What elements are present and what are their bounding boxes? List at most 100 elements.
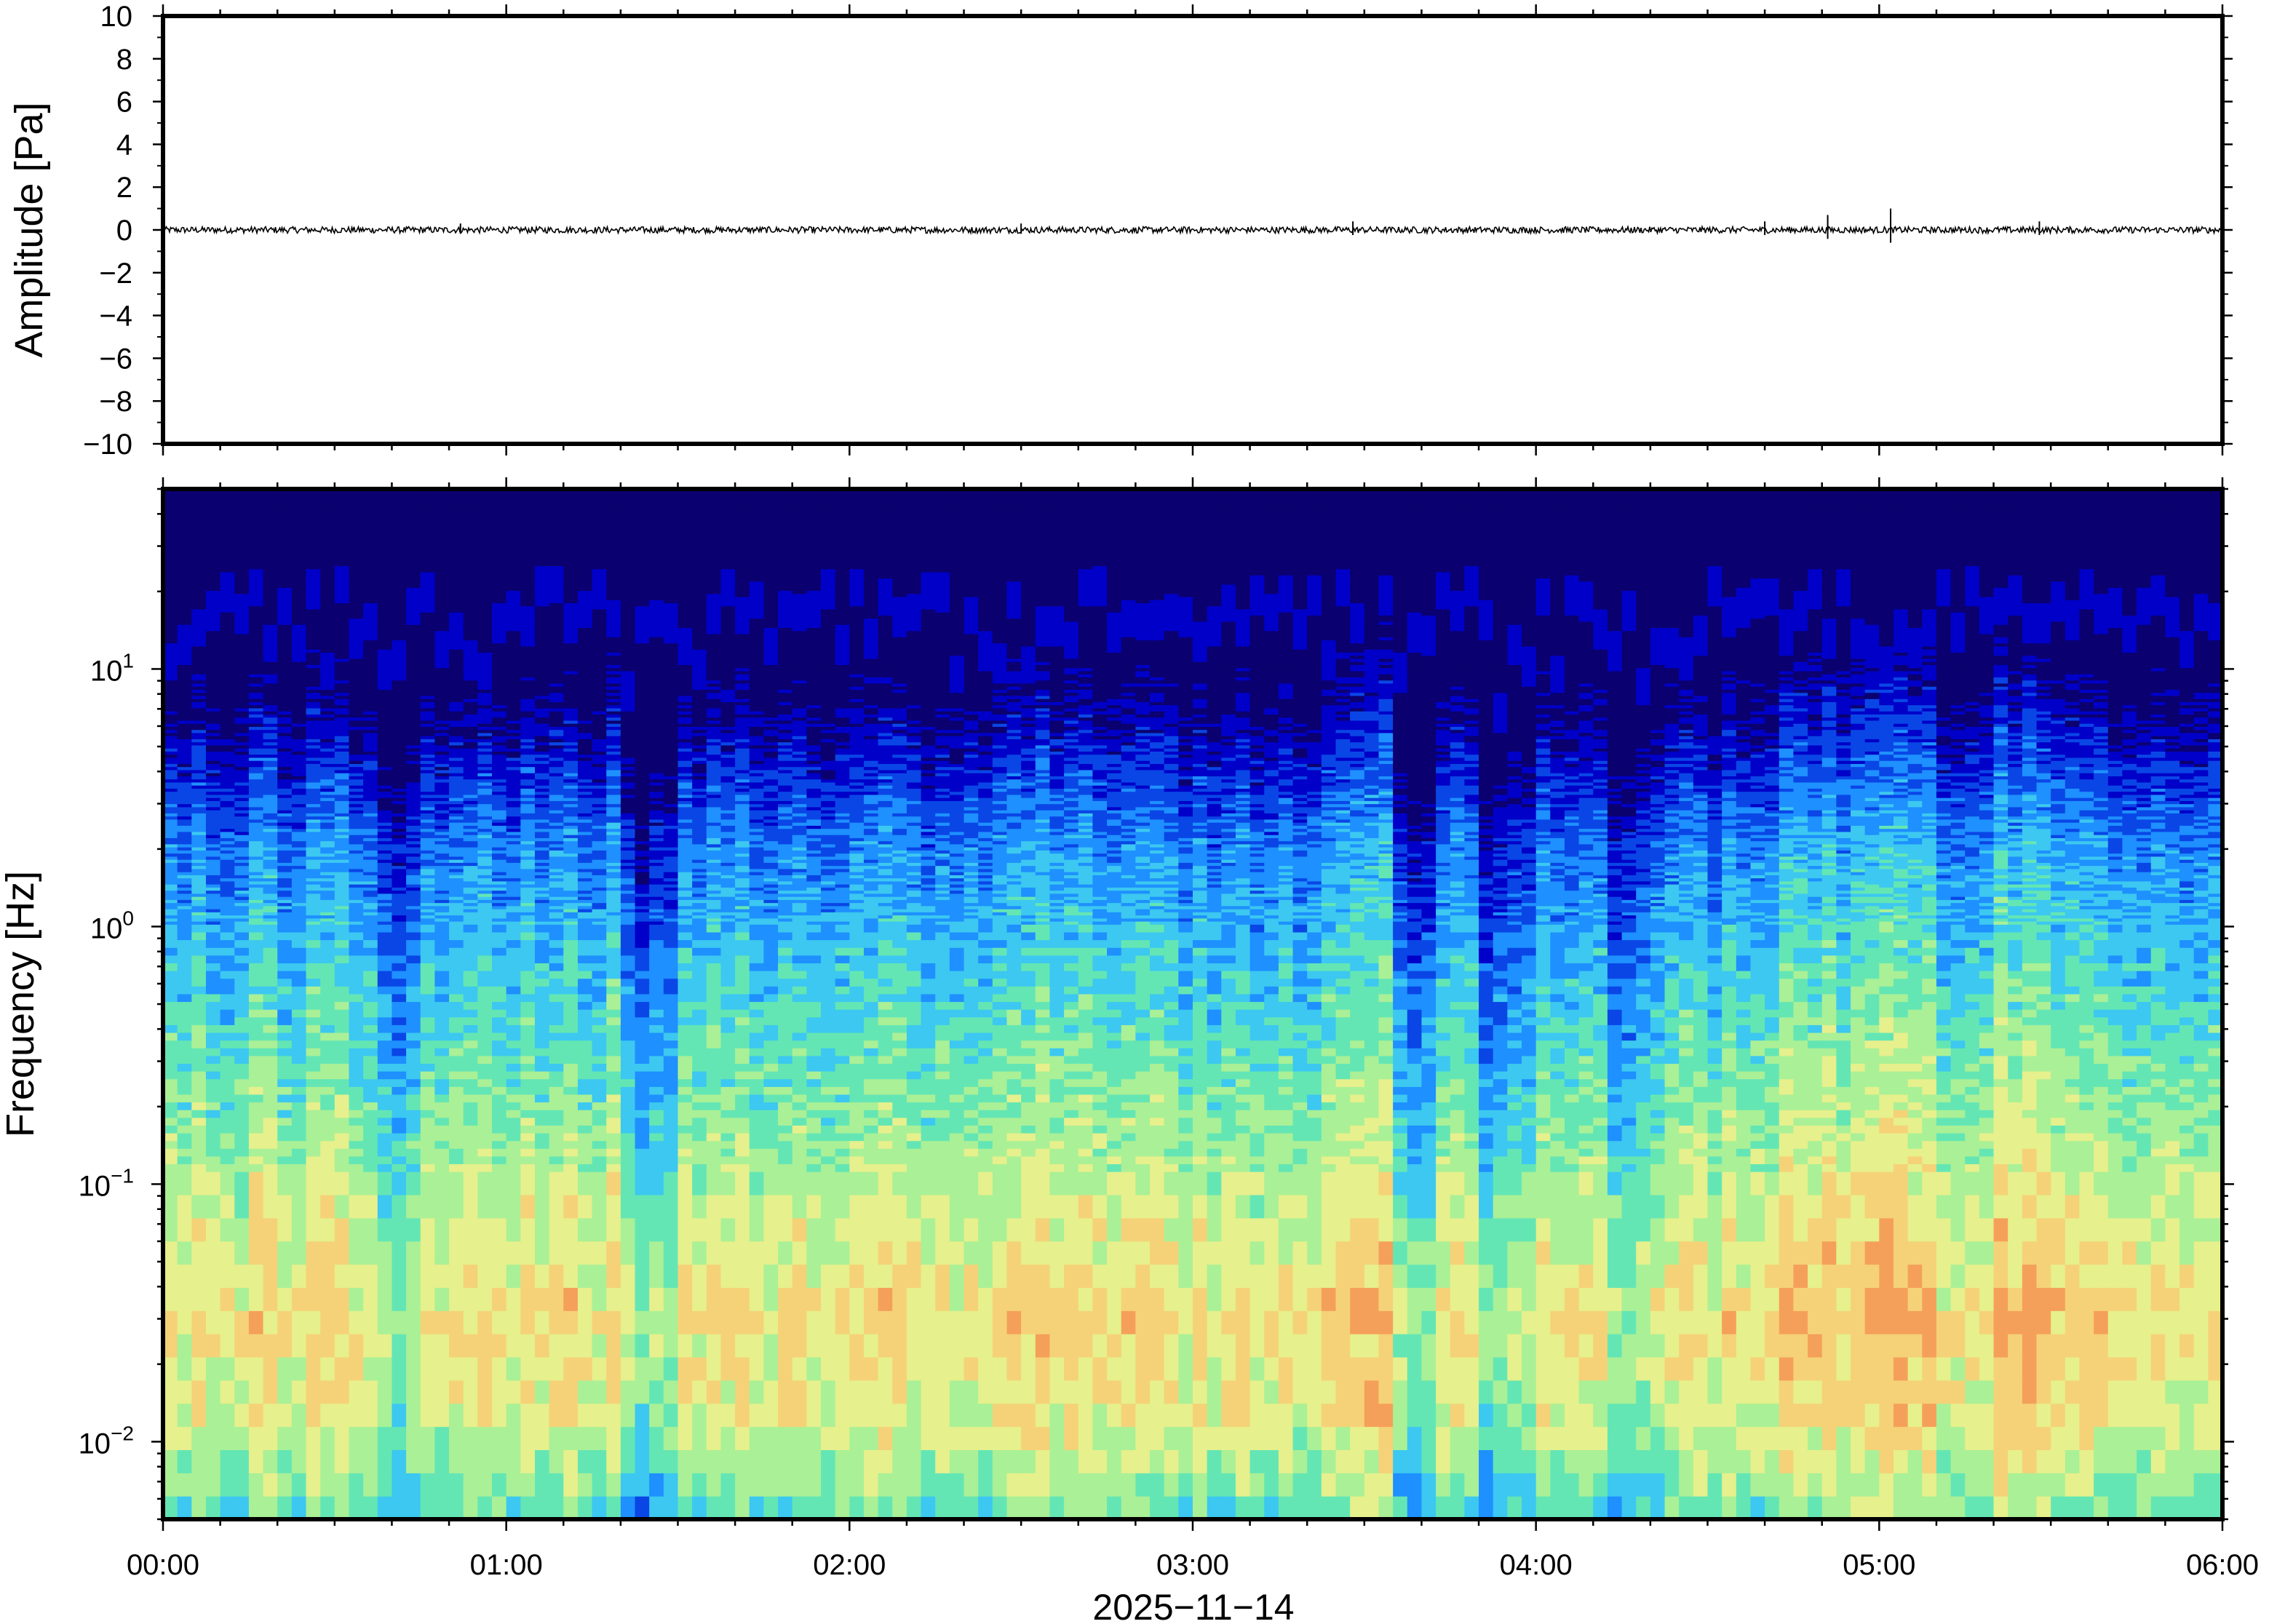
spectrogram-cell xyxy=(177,915,192,919)
spectrogram-cell xyxy=(463,899,478,904)
spectrogram-cell xyxy=(492,862,507,867)
spectrogram-cell xyxy=(492,831,507,835)
spectrogram-cell xyxy=(349,640,364,644)
spectrogram-cell xyxy=(234,689,250,693)
spectrogram-cell xyxy=(520,1264,536,1288)
spectrogram-cell xyxy=(434,674,450,678)
spectrogram-cell xyxy=(248,1024,264,1033)
spectrogram-cell xyxy=(477,868,493,872)
spectrogram-cell xyxy=(205,701,221,706)
spectrogram-cell xyxy=(463,655,478,659)
spectrogram-cell xyxy=(234,584,250,588)
spectrogram-cell xyxy=(205,501,221,505)
spectrogram-cell xyxy=(463,649,478,653)
spectrogram-cell xyxy=(277,649,293,653)
spectrogram-cell xyxy=(463,890,478,894)
spectrogram-cell xyxy=(392,698,407,703)
spectrogram-cell xyxy=(263,859,278,863)
spectrogram-cell xyxy=(205,1055,221,1064)
spectrogram-cell xyxy=(291,547,307,551)
spectrogram-cell xyxy=(320,899,335,904)
spectrogram-cell xyxy=(506,506,521,511)
spectrogram-cell xyxy=(406,1163,421,1172)
spectrogram-cell xyxy=(377,581,393,585)
spectrogram-cell xyxy=(248,677,264,681)
spectrogram-cell xyxy=(291,931,307,941)
spectrogram-cell xyxy=(463,516,478,520)
spectrogram-cell xyxy=(163,560,178,563)
spectrogram-cell xyxy=(406,494,421,498)
spectrogram-cell xyxy=(420,862,435,867)
spectrogram-cell xyxy=(291,872,307,875)
spectrogram-cell xyxy=(191,571,207,576)
spectrogram-cell xyxy=(406,711,421,715)
spectrogram-cell xyxy=(177,1078,192,1087)
spectrogram-cell xyxy=(177,633,192,637)
spectrogram-cell xyxy=(277,751,293,755)
spectrogram-cell xyxy=(377,723,393,727)
spectrogram-cell xyxy=(377,788,393,792)
spectrogram-cell xyxy=(363,1140,378,1149)
spectrogram-cell xyxy=(177,853,192,857)
spectrogram-cell xyxy=(477,714,493,718)
spectrogram-cell xyxy=(220,1032,235,1041)
spectrogram-cell xyxy=(263,652,278,656)
spectrogram-cell xyxy=(392,695,407,699)
spectrogram-cell xyxy=(163,1449,178,1473)
spectrogram-cell xyxy=(392,1024,407,1033)
spectrogram-cell xyxy=(349,813,364,817)
spectrogram-cell xyxy=(263,924,278,933)
spectrogram-cell xyxy=(291,1171,307,1195)
spectrogram-cell xyxy=(248,847,264,851)
spectrogram-cell xyxy=(277,535,293,538)
spectrogram-cell xyxy=(434,670,450,674)
spectrogram-cell xyxy=(205,732,221,736)
spectrogram-cell xyxy=(506,726,521,731)
spectrogram-cell xyxy=(363,680,378,684)
spectrogram-cell xyxy=(163,1310,178,1334)
spectrogram-cell xyxy=(334,1287,350,1311)
spectrogram-cell xyxy=(392,1380,407,1404)
spectrogram-cell xyxy=(220,939,235,948)
spectrogram-cell xyxy=(234,748,250,752)
spectrogram-cell xyxy=(334,803,350,808)
spectrogram-cell xyxy=(334,912,350,916)
spectrogram-cell xyxy=(449,658,464,662)
spectrogram-cell xyxy=(248,519,264,523)
spectrogram-cell xyxy=(377,544,393,548)
spectrogram-cell xyxy=(263,701,278,706)
spectrogram-cell xyxy=(277,912,293,916)
spectrogram-cell xyxy=(263,553,278,557)
spectrogram-cell xyxy=(363,791,378,795)
spectrogram-cell xyxy=(277,726,293,731)
spectrogram-cell xyxy=(177,593,192,597)
spectrogram-cell xyxy=(320,865,335,869)
spectrogram-cell xyxy=(520,800,536,805)
spectrogram-cell xyxy=(320,525,335,530)
spectrogram-cell xyxy=(434,677,450,681)
spectrogram-cell xyxy=(248,850,264,854)
spectrogram-cell xyxy=(263,1287,278,1311)
spectrogram-cell xyxy=(506,1380,521,1404)
spectrogram-cell xyxy=(306,596,321,600)
spectrogram-cell xyxy=(291,947,307,956)
spectrogram-cell xyxy=(406,880,421,885)
spectrogram-cell xyxy=(506,1264,521,1288)
spectrogram-cell xyxy=(392,1016,407,1025)
spectrogram-cell xyxy=(406,1310,421,1334)
spectrogram-cell xyxy=(449,1032,464,1041)
spectrogram-cell xyxy=(163,754,178,758)
spectrogram-cell xyxy=(363,707,378,712)
spectrogram-cell xyxy=(363,757,378,761)
spectrogram-cell xyxy=(477,872,493,875)
spectrogram-cell xyxy=(277,741,293,746)
spectrogram-cell xyxy=(420,837,435,842)
spectrogram-cell xyxy=(248,729,264,733)
spectrogram-cell xyxy=(320,1426,335,1451)
spectrogram-cell xyxy=(205,556,221,560)
spectrogram-cell xyxy=(234,1217,250,1242)
spectrogram-cell xyxy=(477,757,493,761)
spectrogram-cell xyxy=(220,1102,235,1110)
spectrogram-cell xyxy=(205,779,221,783)
